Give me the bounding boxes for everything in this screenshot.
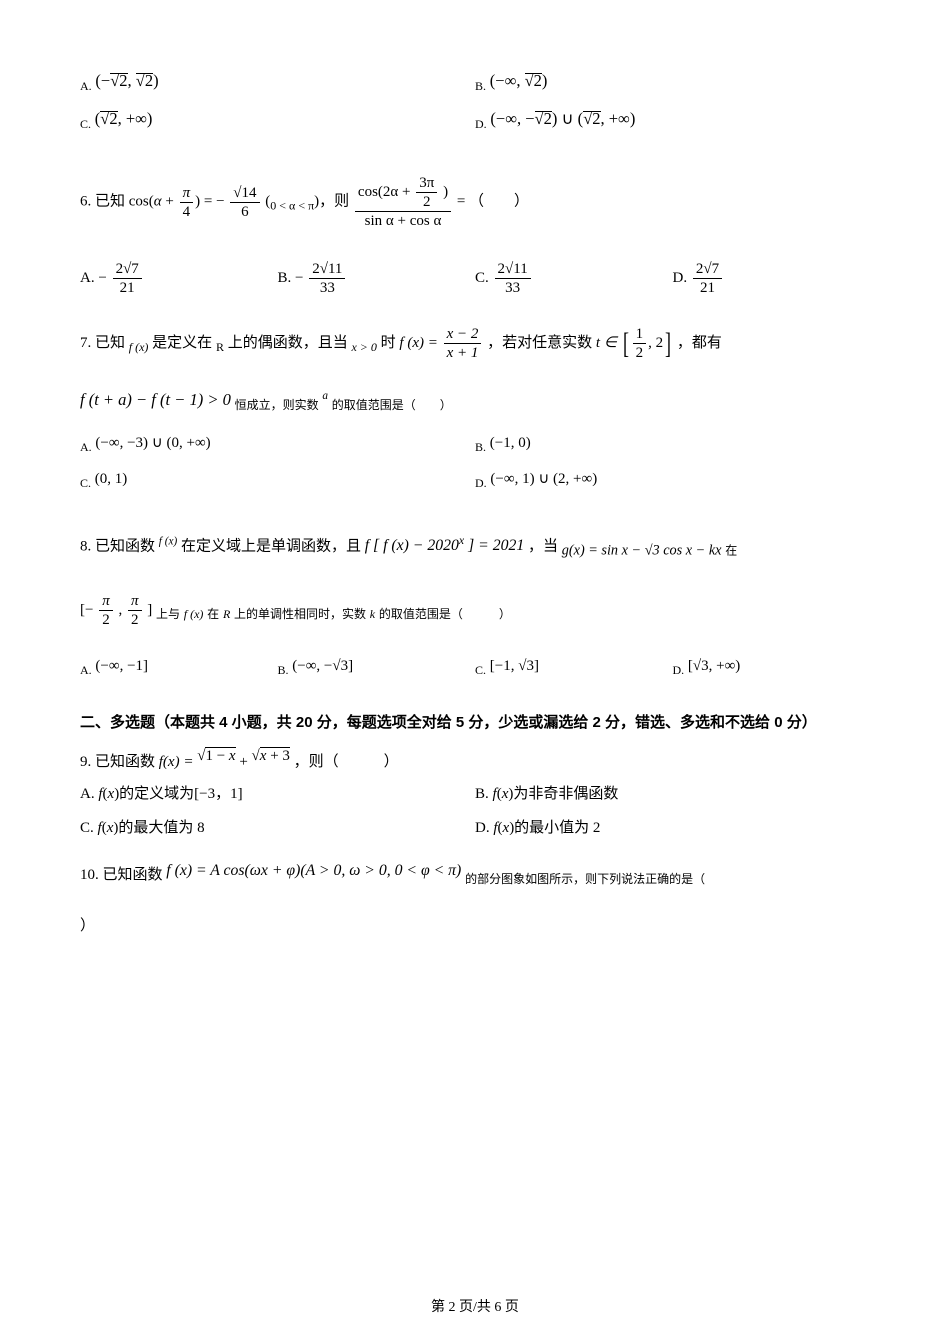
option-prefix: C. bbox=[80, 476, 91, 490]
question-stem: 9. 已知函数 f(x) = √1 − x + √x + 3 ，则（ ） bbox=[80, 750, 870, 774]
q-number: 10. bbox=[80, 867, 99, 883]
question-9: 9. 已知函数 f(x) = √1 − x + √x + 3 ，则（ ） A. … bbox=[80, 750, 870, 850]
q-number: 8. bbox=[80, 538, 91, 554]
q-number: 9. bbox=[80, 754, 91, 770]
option-prefix: C. bbox=[80, 117, 91, 131]
option-prefix: B. bbox=[278, 270, 292, 286]
option-B: B. − 2√1133 bbox=[278, 260, 476, 297]
question-7: 7. 已知 f (x) 是定义在 R 上的偶函数，且当 x > 0 时 f (x… bbox=[80, 325, 870, 503]
option-prefix: C. bbox=[80, 820, 94, 836]
option-A: A. (−∞, −3) ∪ (0, +∞) bbox=[80, 431, 475, 457]
option-prefix: C. bbox=[475, 663, 486, 677]
option-C: C. [−1, √3] bbox=[475, 654, 673, 680]
option-prefix: B. bbox=[475, 440, 486, 454]
question-10: 10. 已知函数 f (x) = A cos(ωx + φ)(A > 0, ω … bbox=[80, 862, 870, 938]
stem-text: 已知 bbox=[95, 194, 125, 210]
option-row: A. (−∞, −1] B. (−∞, −√3] C. [−1, √3] D. … bbox=[80, 654, 870, 680]
option-B: B. f(x)为非奇非偶函数 bbox=[475, 782, 870, 806]
question-stem-close: ） bbox=[80, 914, 870, 938]
option-prefix: A. bbox=[80, 663, 92, 677]
option-row: A. − 2√721 B. − 2√1133 C. 2√1133 D. 2√72… bbox=[80, 260, 870, 297]
option-prefix: D. bbox=[475, 820, 490, 836]
option-prefix: B. bbox=[278, 663, 289, 677]
option-A: A. f(x)的定义域为[−3，1] bbox=[80, 782, 475, 806]
option-D: D. (−∞, 1) ∪ (2, +∞) bbox=[475, 467, 870, 493]
question-8: 8. 已知函数 f (x) 在定义域上是单调函数，且 f [ f (x) − 2… bbox=[80, 531, 870, 680]
option-row: A. (−√2, √2) B. (−∞, √2) C. (√2, +∞) D. … bbox=[80, 68, 870, 144]
option-B: B. (−∞, −√3] bbox=[278, 654, 476, 680]
option-D: D. 2√721 bbox=[673, 260, 871, 297]
question-stem: 7. 已知 f (x) 是定义在 R 上的偶函数，且当 x > 0 时 f (x… bbox=[80, 325, 870, 362]
option-prefix: D. bbox=[673, 663, 685, 677]
option-prefix: A. bbox=[80, 786, 95, 802]
question-stem: 6. 已知 cos(α + π4) = − √146 (0 < α < π)，则… bbox=[80, 174, 870, 230]
option-prefix: A. bbox=[80, 440, 92, 454]
q-number: 7. bbox=[80, 335, 91, 351]
question-stem-line2: [− π2 , π2 ] 上与 f (x) 在 R 上的单调性相同时，实数 k … bbox=[80, 592, 870, 629]
option-prefix: D. bbox=[475, 117, 487, 131]
option-prefix: A. bbox=[80, 79, 92, 93]
section-2-header: 二、多选题（本题共 4 小题，共 20 分，每题选项全对给 5 分，少选或漏选给… bbox=[80, 708, 870, 738]
option-prefix: B. bbox=[475, 786, 489, 802]
option-row: A. (−∞, −3) ∪ (0, +∞) B. (−1, 0) C. (0, … bbox=[80, 431, 870, 503]
question-stem: 10. 已知函数 f (x) = A cos(ωx + φ)(A > 0, ω … bbox=[80, 862, 870, 889]
option-A: A. (−∞, −1] bbox=[80, 654, 278, 680]
option-prefix: C. bbox=[475, 270, 489, 286]
option-C: C. 2√1133 bbox=[475, 260, 673, 297]
option-prefix: A. bbox=[80, 270, 95, 286]
option-row: A. f(x)的定义域为[−3，1] B. f(x)为非奇非偶函数 C. f(x… bbox=[80, 782, 870, 850]
option-B: B. (−∞, √2) bbox=[475, 68, 870, 96]
question-stem: 8. 已知函数 f (x) 在定义域上是单调函数，且 f [ f (x) − 2… bbox=[80, 531, 870, 562]
option-prefix: D. bbox=[475, 476, 487, 490]
option-B: B. (−1, 0) bbox=[475, 431, 870, 457]
option-A: A. − 2√721 bbox=[80, 260, 278, 297]
q-number: 6. bbox=[80, 194, 91, 210]
option-C: C. (√2, +∞) bbox=[80, 106, 475, 134]
option-C: C. (0, 1) bbox=[80, 467, 475, 493]
option-C: C. f(x)的最大值为 8 bbox=[80, 816, 475, 840]
option-D: D. f(x)的最小值为 2 bbox=[475, 816, 870, 840]
option-prefix: D. bbox=[673, 270, 688, 286]
option-A: A. (−√2, √2) bbox=[80, 68, 475, 96]
option-prefix: B. bbox=[475, 79, 486, 93]
page-footer: 第 2 页/共 6 页 bbox=[0, 1297, 950, 1319]
question-stem-line2: f (t + a) − f (t − 1) > 0 恒成立，则实数 a 的取值范… bbox=[80, 387, 870, 415]
question-6: 6. 已知 cos(α + π4) = − √146 (0 < α < π)，则… bbox=[80, 174, 870, 297]
question-5-options: A. (−√2, √2) B. (−∞, √2) C. (√2, +∞) D. … bbox=[80, 68, 870, 144]
option-D: D. [√3, +∞) bbox=[673, 654, 871, 680]
option-D: D. (−∞, −√2) ∪ (√2, +∞) bbox=[475, 106, 870, 134]
